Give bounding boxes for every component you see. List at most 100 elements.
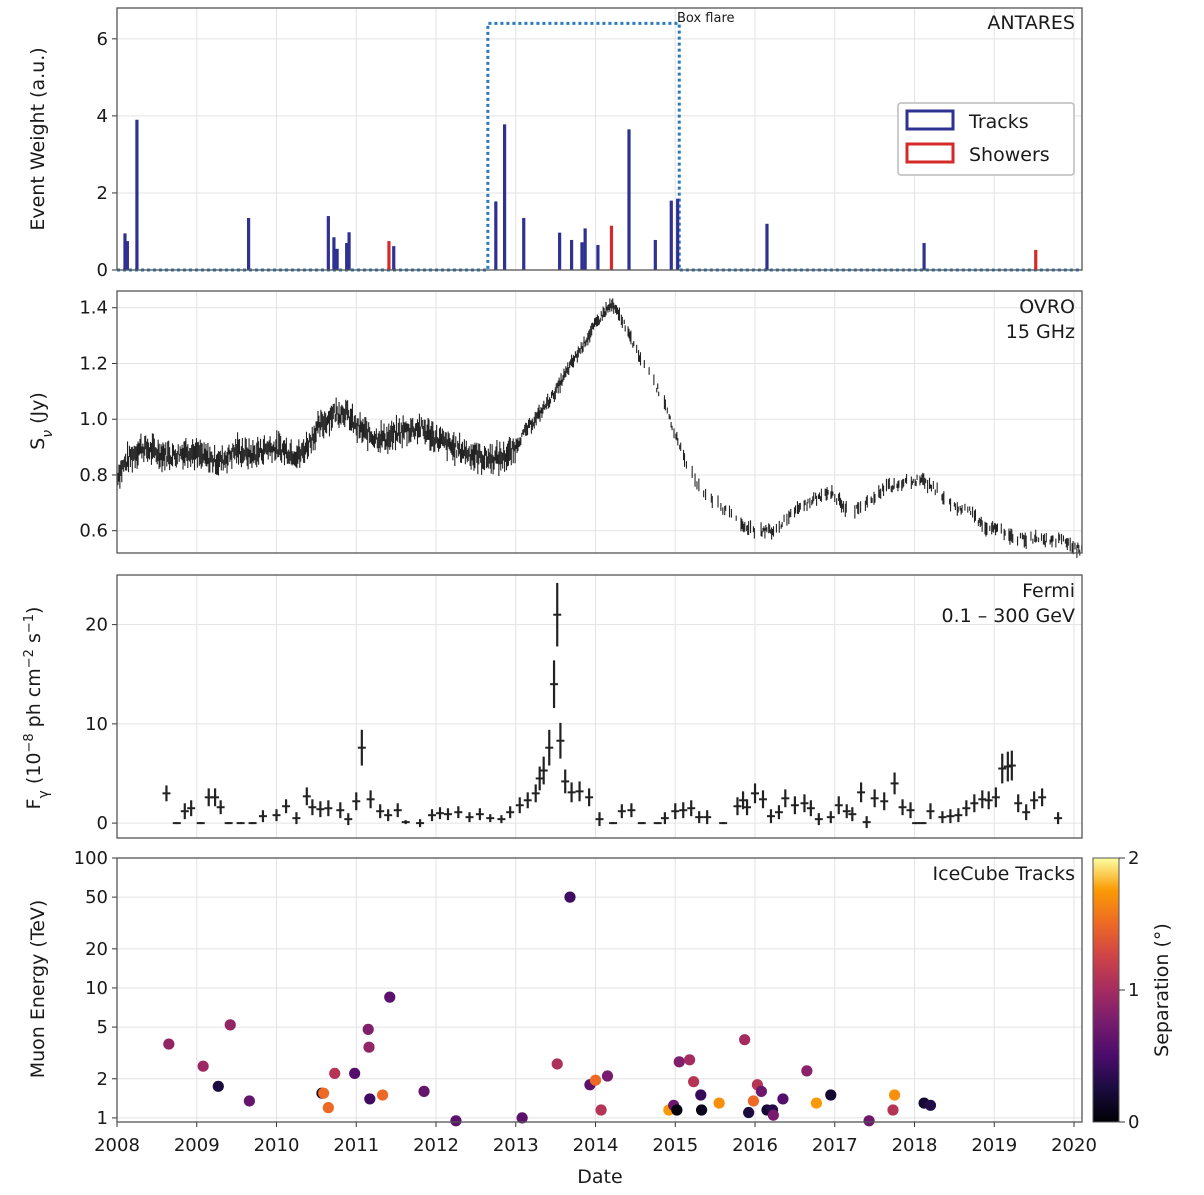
fermi-point <box>187 800 196 817</box>
fermi-point <box>1022 804 1031 821</box>
icecube-panel: IceCube Tracks Muon Energy (TeV) 1 2 5 10 20… <box>27 848 1075 1129</box>
track-bar <box>580 242 584 270</box>
legend-tracks-label: Tracks <box>968 111 1029 133</box>
ovro-light-curve <box>116 298 1083 559</box>
track-bar <box>583 228 587 270</box>
fermi-point <box>918 822 927 825</box>
fermi-point <box>515 797 524 814</box>
fermi-point <box>637 822 646 825</box>
icecube-point <box>777 1093 789 1105</box>
icecube-point <box>747 1095 760 1107</box>
icecube-point <box>243 1095 255 1107</box>
fermi-point <box>938 811 947 824</box>
fermi-point <box>545 729 554 766</box>
fermi-point <box>292 812 301 825</box>
icecube-point <box>671 1104 683 1116</box>
fermi-point <box>585 788 594 807</box>
icecube-point <box>755 1085 767 1097</box>
fermi-point <box>428 809 437 822</box>
fermi-point <box>575 781 584 802</box>
icecube-point <box>739 1034 751 1046</box>
colorbar-tick-label: 0 <box>1128 1112 1139 1133</box>
x-tick-label: 2012 <box>413 1135 459 1156</box>
antares-panel-label: ANTARES <box>987 12 1075 34</box>
fermi-point <box>236 822 245 825</box>
ovro-panel-label: OVRO <box>1019 296 1075 318</box>
fermi-y-label: Fγ (10−8 ph cm−2 s−1) <box>22 607 53 810</box>
fermi-point <box>751 783 760 804</box>
fermi-point <box>224 822 233 825</box>
fermi-point <box>561 769 570 794</box>
x-tick-label: 2018 <box>892 1135 938 1156</box>
panel-frame <box>116 7 1083 271</box>
y-tick-label: 0 <box>97 260 108 281</box>
fermi-y-ticks: 0 10 20 <box>85 615 117 834</box>
icecube-point <box>163 1038 175 1050</box>
icecube-point <box>384 991 396 1003</box>
fermi-point <box>627 803 636 818</box>
icecube-point <box>224 1019 236 1031</box>
fermi-panel: Fermi 0.1 – 300 GeV Fγ (10−8 ph cm−2 s−1… <box>22 580 1076 834</box>
fermi-point <box>393 803 402 818</box>
fermi-point <box>475 808 484 821</box>
x-tick-label: 2011 <box>333 1135 379 1156</box>
fermi-point <box>211 788 220 807</box>
icecube-point <box>924 1099 937 1111</box>
panel-frame <box>116 857 1083 1123</box>
y-tick-label: 6 <box>97 29 108 50</box>
x-axis-ticks: 2008 2009 2010 2011 2012 2013 2014 2015 2016 2017… <box>94 1122 1097 1156</box>
track-bar <box>569 239 574 270</box>
panel-frames <box>116 7 1083 1123</box>
fermi-point <box>539 756 548 785</box>
fermi-point <box>848 807 857 822</box>
y-tick-label: 50 <box>85 887 108 908</box>
legend-box <box>897 102 1075 176</box>
fermi-point <box>790 796 799 815</box>
fermi-point <box>336 802 345 819</box>
x-tick-label: 2010 <box>254 1135 300 1156</box>
x-tick-label: 2016 <box>732 1135 778 1156</box>
fermi-point <box>196 822 205 825</box>
fermi-point <box>617 804 626 819</box>
icecube-point <box>450 1115 462 1127</box>
shower-bar <box>1034 249 1038 270</box>
fermi-panel-sublabel: 0.1 – 300 GeV <box>941 605 1075 627</box>
fermi-point <box>984 791 993 810</box>
fermi-point <box>679 802 688 819</box>
fermi-point <box>842 804 851 819</box>
x-tick-label: 2015 <box>652 1135 698 1156</box>
icecube-point <box>688 1076 700 1088</box>
track-bar <box>765 223 769 270</box>
icecube-point <box>887 1104 899 1116</box>
icecube-point <box>695 1104 708 1116</box>
icecube-point <box>801 1065 813 1077</box>
fermi-point <box>890 772 899 795</box>
track-bar <box>392 246 396 270</box>
fermi-point <box>834 796 843 815</box>
icecube-point <box>362 1023 374 1035</box>
track-bar <box>494 201 498 270</box>
ovro-y-ticks: 0.6 0.8 1.0 1.2 1.4 <box>79 298 117 542</box>
fermi-point <box>523 792 532 809</box>
fermi-point <box>814 813 823 826</box>
fermi-point <box>733 797 742 816</box>
fermi-point <box>436 807 444 820</box>
fermi-point <box>1007 750 1016 781</box>
antares-y-label: Event Weight (a.u.) <box>27 47 49 230</box>
x-tick-label: 2017 <box>812 1135 858 1156</box>
fermi-point <box>454 806 463 819</box>
track-bar <box>502 124 507 270</box>
fermi-point <box>687 800 696 817</box>
fermi-point <box>1054 812 1063 825</box>
colorbar: 0 1 2 Separation (°) <box>1092 848 1173 1133</box>
icecube-point <box>349 1067 361 1080</box>
x-tick-label: 2013 <box>493 1135 539 1156</box>
icecube-point <box>767 1109 779 1121</box>
icecube-point <box>673 1056 685 1068</box>
panel-frame <box>116 574 1083 839</box>
track-bar <box>246 217 251 270</box>
fermi-point <box>162 785 171 802</box>
track-bar <box>596 244 600 270</box>
colorbar-gradient <box>1092 857 1120 1123</box>
